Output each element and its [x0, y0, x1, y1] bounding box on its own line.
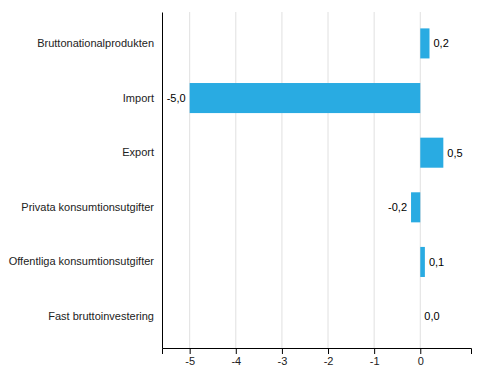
data-label: -5,0 [167, 92, 186, 104]
y-axis-line [162, 13, 163, 349]
y-tick-label: Import [123, 92, 154, 104]
x-tick-label: -2 [324, 355, 334, 367]
y-tick: Fast bruttoinvestering [48, 310, 162, 322]
y-tick-label: Offentliga konsumtionsutgifter [9, 255, 155, 267]
x-tick: -3 [278, 348, 288, 367]
plot: -5 -4 -3 -2 -1 0 Fast bruttoinvestering Offentl… [9, 12, 472, 367]
data-labels: 0,0 0,1 -0,2 0,5 -5,0 0,2 [167, 37, 463, 322]
grid-line [281, 12, 282, 348]
y-tick: Privata konsumtionsutgifter [21, 201, 162, 213]
grid-line [328, 12, 329, 348]
y-tick-label: Export [122, 146, 154, 158]
y-tick: Offentliga konsumtionsutgifter [9, 255, 162, 267]
x-tick-mark [190, 348, 191, 354]
x-tick: 0 [418, 348, 424, 367]
x-axis: -5 -4 -3 -2 -1 0 [163, 348, 472, 367]
bar [190, 83, 421, 113]
grid-line [374, 12, 375, 348]
x-tick: -4 [231, 348, 241, 367]
bar [420, 302, 421, 332]
x-tick: -5 [185, 348, 195, 367]
bar [411, 192, 420, 222]
chart-svg: -5 -4 -3 -2 -1 0 Fast bruttoinvestering Offentl… [0, 0, 491, 378]
grid-line [189, 12, 190, 348]
y-tick-label: Bruttonationalprodukten [37, 37, 154, 49]
x-tick-mark [236, 348, 237, 354]
y-tick: Import [123, 92, 162, 104]
data-label: 0,2 [433, 37, 448, 49]
x-tick-mark [374, 348, 375, 354]
y-tick-label: Privata konsumtionsutgifter [21, 201, 154, 213]
x-tick: -1 [370, 348, 380, 367]
x-tick-label: -3 [278, 355, 288, 367]
x-tick-mark [328, 348, 329, 354]
x-tick: -2 [324, 348, 334, 367]
grid-line [235, 12, 236, 348]
x-tick-mark [420, 348, 421, 354]
y-axis: Fast bruttoinvestering Offentliga konsumt… [9, 13, 163, 349]
data-label: -0,2 [388, 201, 407, 213]
bar [420, 28, 429, 58]
x-tick-label: -5 [185, 355, 195, 367]
x-tick-label: -4 [231, 355, 241, 367]
data-label: 0,1 [429, 256, 444, 268]
y-tick: Export [122, 146, 162, 158]
y-tick-label: Fast bruttoinvestering [48, 310, 154, 322]
data-label: 0,0 [424, 310, 439, 322]
bar [420, 247, 425, 277]
bars [190, 28, 444, 277]
grid [190, 12, 421, 348]
x-tick-label: 0 [418, 355, 424, 367]
x-tick-label: -1 [370, 355, 380, 367]
x-axis-line [163, 349, 472, 355]
y-tick: Bruttonationalprodukten [37, 37, 162, 49]
chart-container: -5 -4 -3 -2 -1 0 Fast bruttoinvestering Offentl… [0, 0, 491, 378]
bar [420, 138, 443, 168]
x-tick-mark [282, 348, 283, 354]
grid-line [420, 12, 421, 348]
data-label: 0,5 [447, 147, 462, 159]
